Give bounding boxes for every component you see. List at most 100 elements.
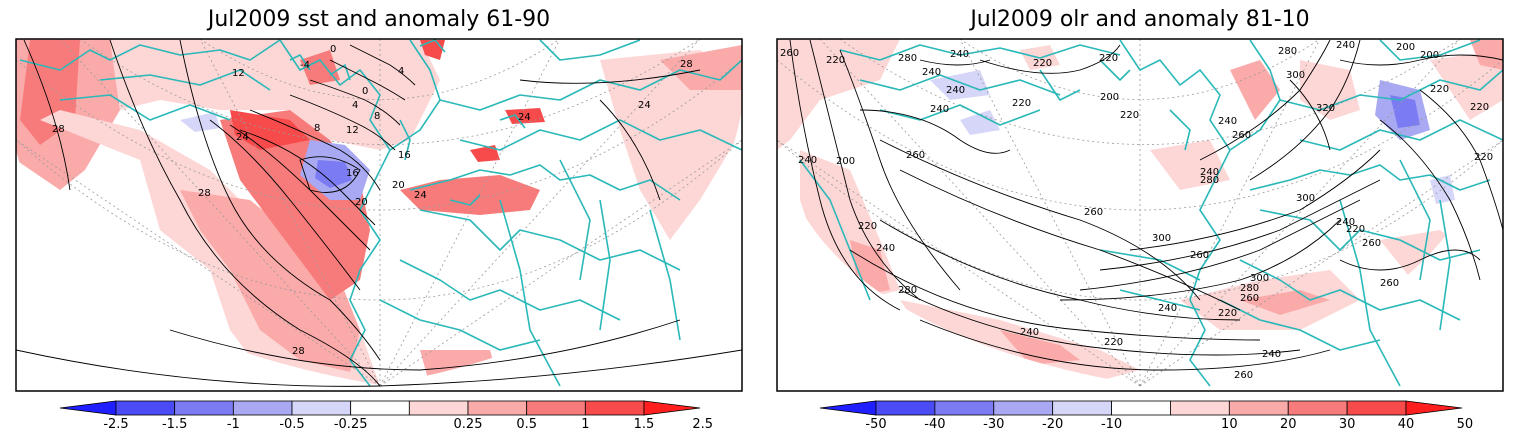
contour-label: 220: [1120, 110, 1139, 121]
contour-label: 300: [1250, 273, 1269, 284]
contour-label: 240: [1262, 349, 1281, 360]
sst-map-frame: [15, 38, 743, 392]
contour-label: -4: [300, 60, 310, 71]
colorbar-tick-label: -30: [983, 417, 1004, 430]
contour-label: 260: [1190, 250, 1209, 261]
contour-label: 8: [374, 111, 380, 122]
contour-label: 220: [1474, 152, 1493, 163]
contour-label: 260: [780, 48, 799, 59]
contour-label: 200: [1100, 92, 1119, 103]
contour-label: 28: [198, 188, 211, 199]
sst-map: 28 28 28 28 24 24 24 20 20 16 16 12 12 8…: [16, 39, 742, 387]
contour-label: 260: [1380, 278, 1399, 289]
colorbar-tick-label: -10: [1101, 417, 1122, 430]
contour-label: 280: [898, 53, 917, 64]
sst-contours: [16, 39, 742, 387]
colorbar-swatch: [350, 400, 410, 416]
contour-label: 260: [1240, 293, 1259, 304]
contour-label: 300: [1296, 193, 1315, 204]
contour-label: 260: [1362, 238, 1381, 249]
olr-coastlines: [799, 39, 1503, 387]
colorbar-swatch: [993, 400, 1054, 416]
contour-label: 240: [1200, 167, 1219, 178]
contour-label: 220: [1104, 337, 1123, 348]
contour-label: 24: [638, 100, 651, 111]
colorbar-swatch: [467, 400, 528, 416]
olr-anomaly-shading: [777, 39, 1503, 385]
contour-label: 220: [858, 221, 877, 232]
contour-label: 8: [314, 123, 320, 134]
contour-label: 4: [352, 100, 358, 111]
colorbar-tick-label: -0.5: [279, 417, 304, 430]
contour-label: 20: [355, 197, 368, 208]
colorbar-tick-label: 0.5: [516, 417, 537, 430]
olr-colorbar: -50 -40 -30 -20 -10 10 20 30 40 50: [819, 400, 1473, 430]
contour-label: 28: [680, 59, 693, 70]
colorbar-swatch: [526, 400, 586, 416]
colorbar-tick-label: -0.25: [334, 417, 368, 430]
contour-label: 16: [398, 150, 411, 161]
contour-label: 0: [330, 44, 336, 55]
sst-coastlines: [19, 39, 742, 387]
contour-label: 240: [950, 49, 969, 60]
colorbar-tick-label: 20: [1280, 417, 1297, 430]
contour-label: 240: [1336, 217, 1355, 228]
colorbar-swatch: [875, 400, 936, 416]
colorbar-tick-label: -1.5: [162, 417, 187, 430]
colorbar-swatch: [115, 400, 176, 416]
colorbar-tick-label: -40: [924, 417, 945, 430]
colorbar-tick-label: 30: [1339, 417, 1356, 430]
contour-label: 24: [414, 190, 427, 201]
contour-label: 240: [876, 243, 895, 254]
sst-contour-labels: 28 28 28 28 24 24 24 20 20 16 16 12 12 8…: [52, 44, 693, 357]
contour-label: 200: [1420, 50, 1439, 61]
contour-label: 220: [1470, 102, 1489, 113]
colorbar-tick-label: -50: [865, 417, 886, 430]
contour-label: 24: [518, 112, 531, 123]
contour-label: 280: [1278, 46, 1297, 57]
colorbar-tick-label: 0.25: [454, 417, 483, 430]
colorbar-arrow-low: [819, 400, 877, 416]
colorbar-swatch: [1111, 400, 1171, 416]
contour-label: 280: [1200, 175, 1219, 186]
contour-label: 200: [1396, 42, 1415, 53]
olr-contours: [789, 39, 1503, 371]
contour-label: 240: [1158, 303, 1177, 314]
colorbar-arrow-high: [643, 400, 701, 416]
colorbar-swatch: [934, 400, 995, 416]
colorbar-arrow-high: [1405, 400, 1463, 416]
colorbar-tick-label: -1: [227, 417, 240, 430]
contour-label: 200: [836, 156, 855, 167]
contour-label: 4: [398, 66, 404, 77]
contour-label: 220: [1033, 58, 1052, 69]
sst-panel-title: Jul2009 sst and anomaly 61-90: [206, 7, 550, 32]
sst-colorbar: -2.5 -1.5 -1 -0.5 -0.25 0.25 0.5 1 1.5 2.5: [59, 400, 713, 430]
contour-label: 260: [1084, 207, 1103, 218]
contour-label: 220: [1346, 224, 1365, 235]
colorbar-swatch: [1228, 400, 1289, 416]
contour-label: 240: [1020, 327, 1039, 338]
contour-label: 240: [930, 104, 949, 115]
contour-label: 240: [1336, 40, 1355, 51]
contour-label: 24: [236, 132, 249, 143]
contour-label: 280: [898, 285, 917, 296]
colorbar-swatch: [232, 400, 293, 416]
colorbar-swatch: [291, 400, 352, 416]
colorbar-swatch: [1052, 400, 1112, 416]
olr-map: 260 240 220 280 240 220 220 240 200 220 …: [777, 39, 1503, 387]
colorbar-tick-label: 1.5: [634, 417, 655, 430]
contour-label: 220: [1218, 308, 1237, 319]
colorbar-swatch: [408, 400, 469, 416]
contour-label: 300: [1152, 233, 1171, 244]
olr-panel-title: Jul2009 olr and anomaly 81-10: [968, 7, 1309, 32]
colorbar-tick-label: -20: [1042, 417, 1063, 430]
contour-label: 260: [1232, 130, 1251, 141]
colorbar-arrow-low: [59, 400, 117, 416]
contour-label: 300: [1286, 70, 1305, 81]
olr-contour-labels: 260 240 220 280 240 220 220 240 200 220 …: [780, 40, 1493, 381]
contour-label: 220: [1430, 84, 1449, 95]
contour-label: 220: [1012, 98, 1031, 109]
contour-label: 20: [392, 180, 405, 191]
contour-label: 12: [346, 125, 359, 136]
